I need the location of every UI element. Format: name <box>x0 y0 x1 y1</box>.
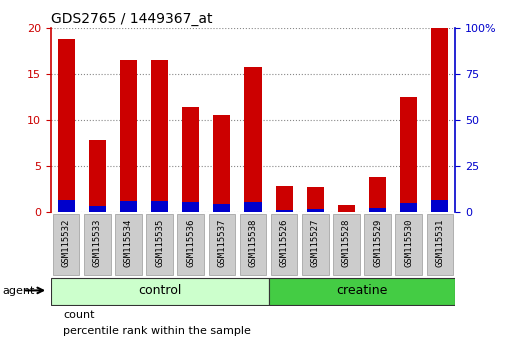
Text: GSM115528: GSM115528 <box>341 219 350 267</box>
Bar <box>120 201 137 212</box>
Text: GSM115532: GSM115532 <box>62 219 71 267</box>
Bar <box>120 59 137 212</box>
Bar <box>275 186 292 212</box>
Bar <box>306 187 323 212</box>
Bar <box>368 208 385 212</box>
FancyBboxPatch shape <box>301 214 328 275</box>
Bar <box>182 202 199 212</box>
Text: GSM115527: GSM115527 <box>310 219 319 267</box>
Text: GSM115538: GSM115538 <box>248 219 257 267</box>
Text: GSM115533: GSM115533 <box>92 219 102 267</box>
Text: GSM115534: GSM115534 <box>124 219 133 267</box>
Text: count: count <box>63 310 94 320</box>
FancyBboxPatch shape <box>395 214 421 275</box>
Bar <box>368 177 385 212</box>
Bar <box>58 39 75 212</box>
Bar <box>399 203 417 212</box>
Text: GSM115530: GSM115530 <box>403 219 413 267</box>
FancyBboxPatch shape <box>177 214 204 275</box>
FancyBboxPatch shape <box>53 214 79 275</box>
Text: agent: agent <box>3 286 35 296</box>
Bar <box>213 204 230 212</box>
FancyBboxPatch shape <box>84 214 110 275</box>
FancyBboxPatch shape <box>364 214 390 275</box>
FancyBboxPatch shape <box>270 214 297 275</box>
FancyBboxPatch shape <box>146 214 173 275</box>
Text: creatine: creatine <box>336 284 387 297</box>
Bar <box>150 59 168 212</box>
Text: GSM115537: GSM115537 <box>217 219 226 267</box>
Text: GSM115535: GSM115535 <box>155 219 164 267</box>
Bar <box>58 200 75 212</box>
Bar <box>213 115 230 212</box>
Bar <box>182 107 199 212</box>
Bar <box>430 200 447 212</box>
Text: GSM115526: GSM115526 <box>279 219 288 267</box>
Text: GSM115531: GSM115531 <box>434 219 443 267</box>
FancyBboxPatch shape <box>115 214 141 275</box>
Bar <box>275 210 292 212</box>
Text: percentile rank within the sample: percentile rank within the sample <box>63 326 250 336</box>
Bar <box>337 205 355 212</box>
Bar <box>244 67 261 212</box>
Bar <box>88 140 106 212</box>
FancyBboxPatch shape <box>426 214 452 275</box>
Bar <box>244 202 261 212</box>
Bar <box>150 201 168 212</box>
FancyBboxPatch shape <box>50 278 268 305</box>
FancyBboxPatch shape <box>208 214 235 275</box>
Bar <box>399 97 417 212</box>
Text: GSM115529: GSM115529 <box>372 219 381 267</box>
Bar <box>306 209 323 212</box>
Text: GDS2765 / 1449367_at: GDS2765 / 1449367_at <box>50 12 212 26</box>
Text: control: control <box>138 284 181 297</box>
FancyBboxPatch shape <box>239 214 266 275</box>
Text: GSM115536: GSM115536 <box>186 219 195 267</box>
FancyBboxPatch shape <box>332 214 359 275</box>
Bar <box>430 28 447 212</box>
Bar <box>88 206 106 212</box>
FancyBboxPatch shape <box>268 278 454 305</box>
